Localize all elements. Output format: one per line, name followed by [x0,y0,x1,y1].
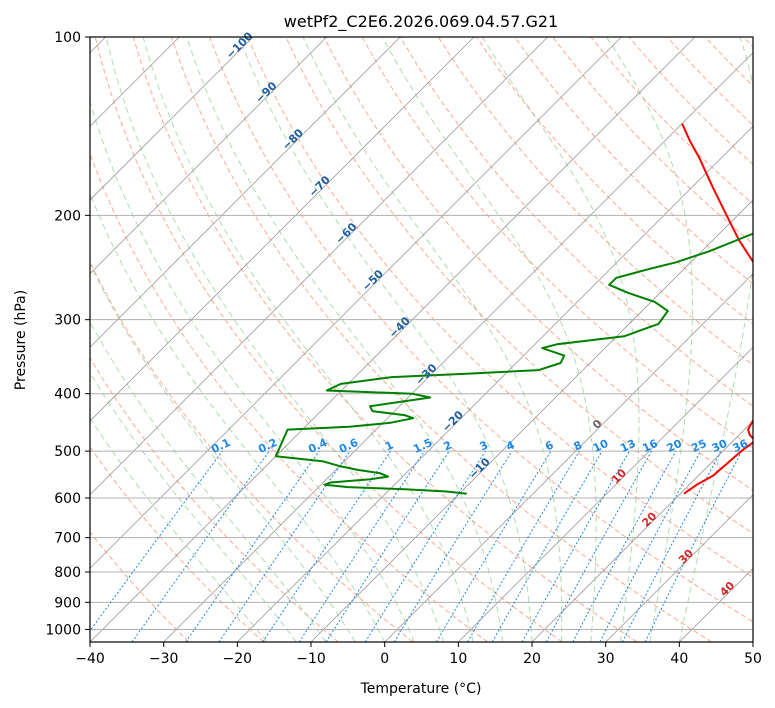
y-tick-label: 500 [54,444,81,460]
dewpoint-profile-line [274,232,753,495]
mixing-ratio-label: 13 [618,437,637,455]
chart-title: wetPf2_C2E6.2026.069.04.57.G21 [284,12,558,32]
moist-adiabat-line [186,37,503,642]
isotherm-line [90,37,254,201]
moist-adiabat-line [142,37,474,642]
moist-adiabat-line [481,37,640,642]
y-tick-label: 100 [54,30,81,46]
mixing-ratio-line [218,450,351,642]
mixing-ratio-line [393,450,513,642]
mixing-ratio-label: 25 [689,437,708,455]
isotherm-line [531,420,753,642]
moist-adiabat-line [90,192,386,642]
moist-adiabat-line [90,321,327,642]
temperature-profile-line [681,123,753,495]
moist-adiabat-line [238,37,533,642]
moist-adiabat-line [90,371,297,642]
mixing-ratio-line [644,450,743,642]
dry-adiabat-line [514,37,753,285]
dry-adiabat-line [323,37,753,491]
x-tick-label: −10 [296,651,326,667]
moist-adiabat-line [606,37,693,642]
x-tick-label: −40 [75,651,105,667]
moist-adiabat-line [678,37,753,642]
tick-layer: −40 −30 −20 −10 0 10 20 30 40 50 100 200 300 400 500 60… [45,30,762,667]
x-tick-label: 40 [670,651,688,667]
isotherm-line [384,273,753,642]
y-tick-label: 900 [54,595,81,611]
dry-adiabat-line [475,37,753,325]
isotherm-line [458,346,753,642]
dry-adiabat-line [90,356,339,642]
mixing-ratio-label: 16 [640,437,660,455]
x-tick-label: −30 [149,651,179,667]
y-tick-label: 700 [54,531,81,547]
mixing-ratio-label: 10 [591,437,611,455]
x-axis-label: Temperature (°C) [360,681,482,697]
y-tick-label: 200 [54,208,81,224]
y-tick-label: 1000 [45,622,81,638]
isotherm-line [163,52,753,642]
dry-adiabat-line [399,37,753,407]
dry-adiabat-line [90,531,190,642]
dry-adiabat-line [285,37,753,535]
mixing-ratio-label: 36 [731,437,751,455]
mixing-ratio-line [262,450,392,642]
moist-adiabat-line [302,37,563,642]
dry-adiabat-line [94,37,563,642]
isotherm-line [90,37,696,642]
dry-adiabat-line [90,260,414,642]
isotherm-line [90,37,475,422]
dry-adiabat-line [247,37,753,578]
dry-adiabat-line [590,37,753,205]
mixing-ratio-line [521,450,630,642]
mixing-ratio-line [90,450,223,632]
mixing-ratio-line [621,450,722,642]
mixing-ratio-label: 20 [665,437,685,455]
x-tick-label: 20 [523,651,541,667]
dry-adiabat-line [90,152,488,642]
mixing-ratio-line [131,450,270,642]
mixing-ratio-line [185,450,320,642]
isotherm-line [310,199,753,642]
y-tick-label: 800 [54,565,81,581]
isotherm-line [90,37,548,496]
isotherm-line [90,37,622,569]
x-tick-label: 50 [744,651,762,667]
dry-adiabat-line [437,37,753,366]
moist-adiabat-line [90,99,415,642]
series-layer [274,123,753,495]
x-tick-label: 30 [597,651,615,667]
x-tick-label: −20 [223,651,253,667]
plot-frame [89,36,754,643]
isotherm-line [237,125,753,642]
y-axis-label: Pressure (hPa) [13,290,29,390]
isotherm-line [605,494,753,642]
dry-adiabat-line [170,37,712,642]
moist-adiabat-line [381,37,597,642]
mixing-ratio-line [572,450,677,642]
isotherm-line [90,37,401,348]
moist-adiabat-line [90,262,356,642]
mixing-ratio-label: 30 [710,437,730,455]
y-tick-label: 300 [54,313,81,329]
y-tick-label: 400 [54,387,81,403]
mixing-ratio-line [325,450,450,642]
x-tick-label: 0 [380,651,389,667]
dry-adiabat-line [209,37,753,623]
mixing-ratio-line [545,450,653,642]
isotherm-line [90,37,327,275]
grid-layer [90,37,753,642]
mixing-ratio-line [491,450,603,642]
x-tick-label: 10 [449,651,467,667]
dry-adiabat-line [361,37,753,449]
mixing-ratio-line [298,450,425,642]
y-tick-label: 600 [54,491,81,507]
moist-adiabat-line [90,417,268,642]
